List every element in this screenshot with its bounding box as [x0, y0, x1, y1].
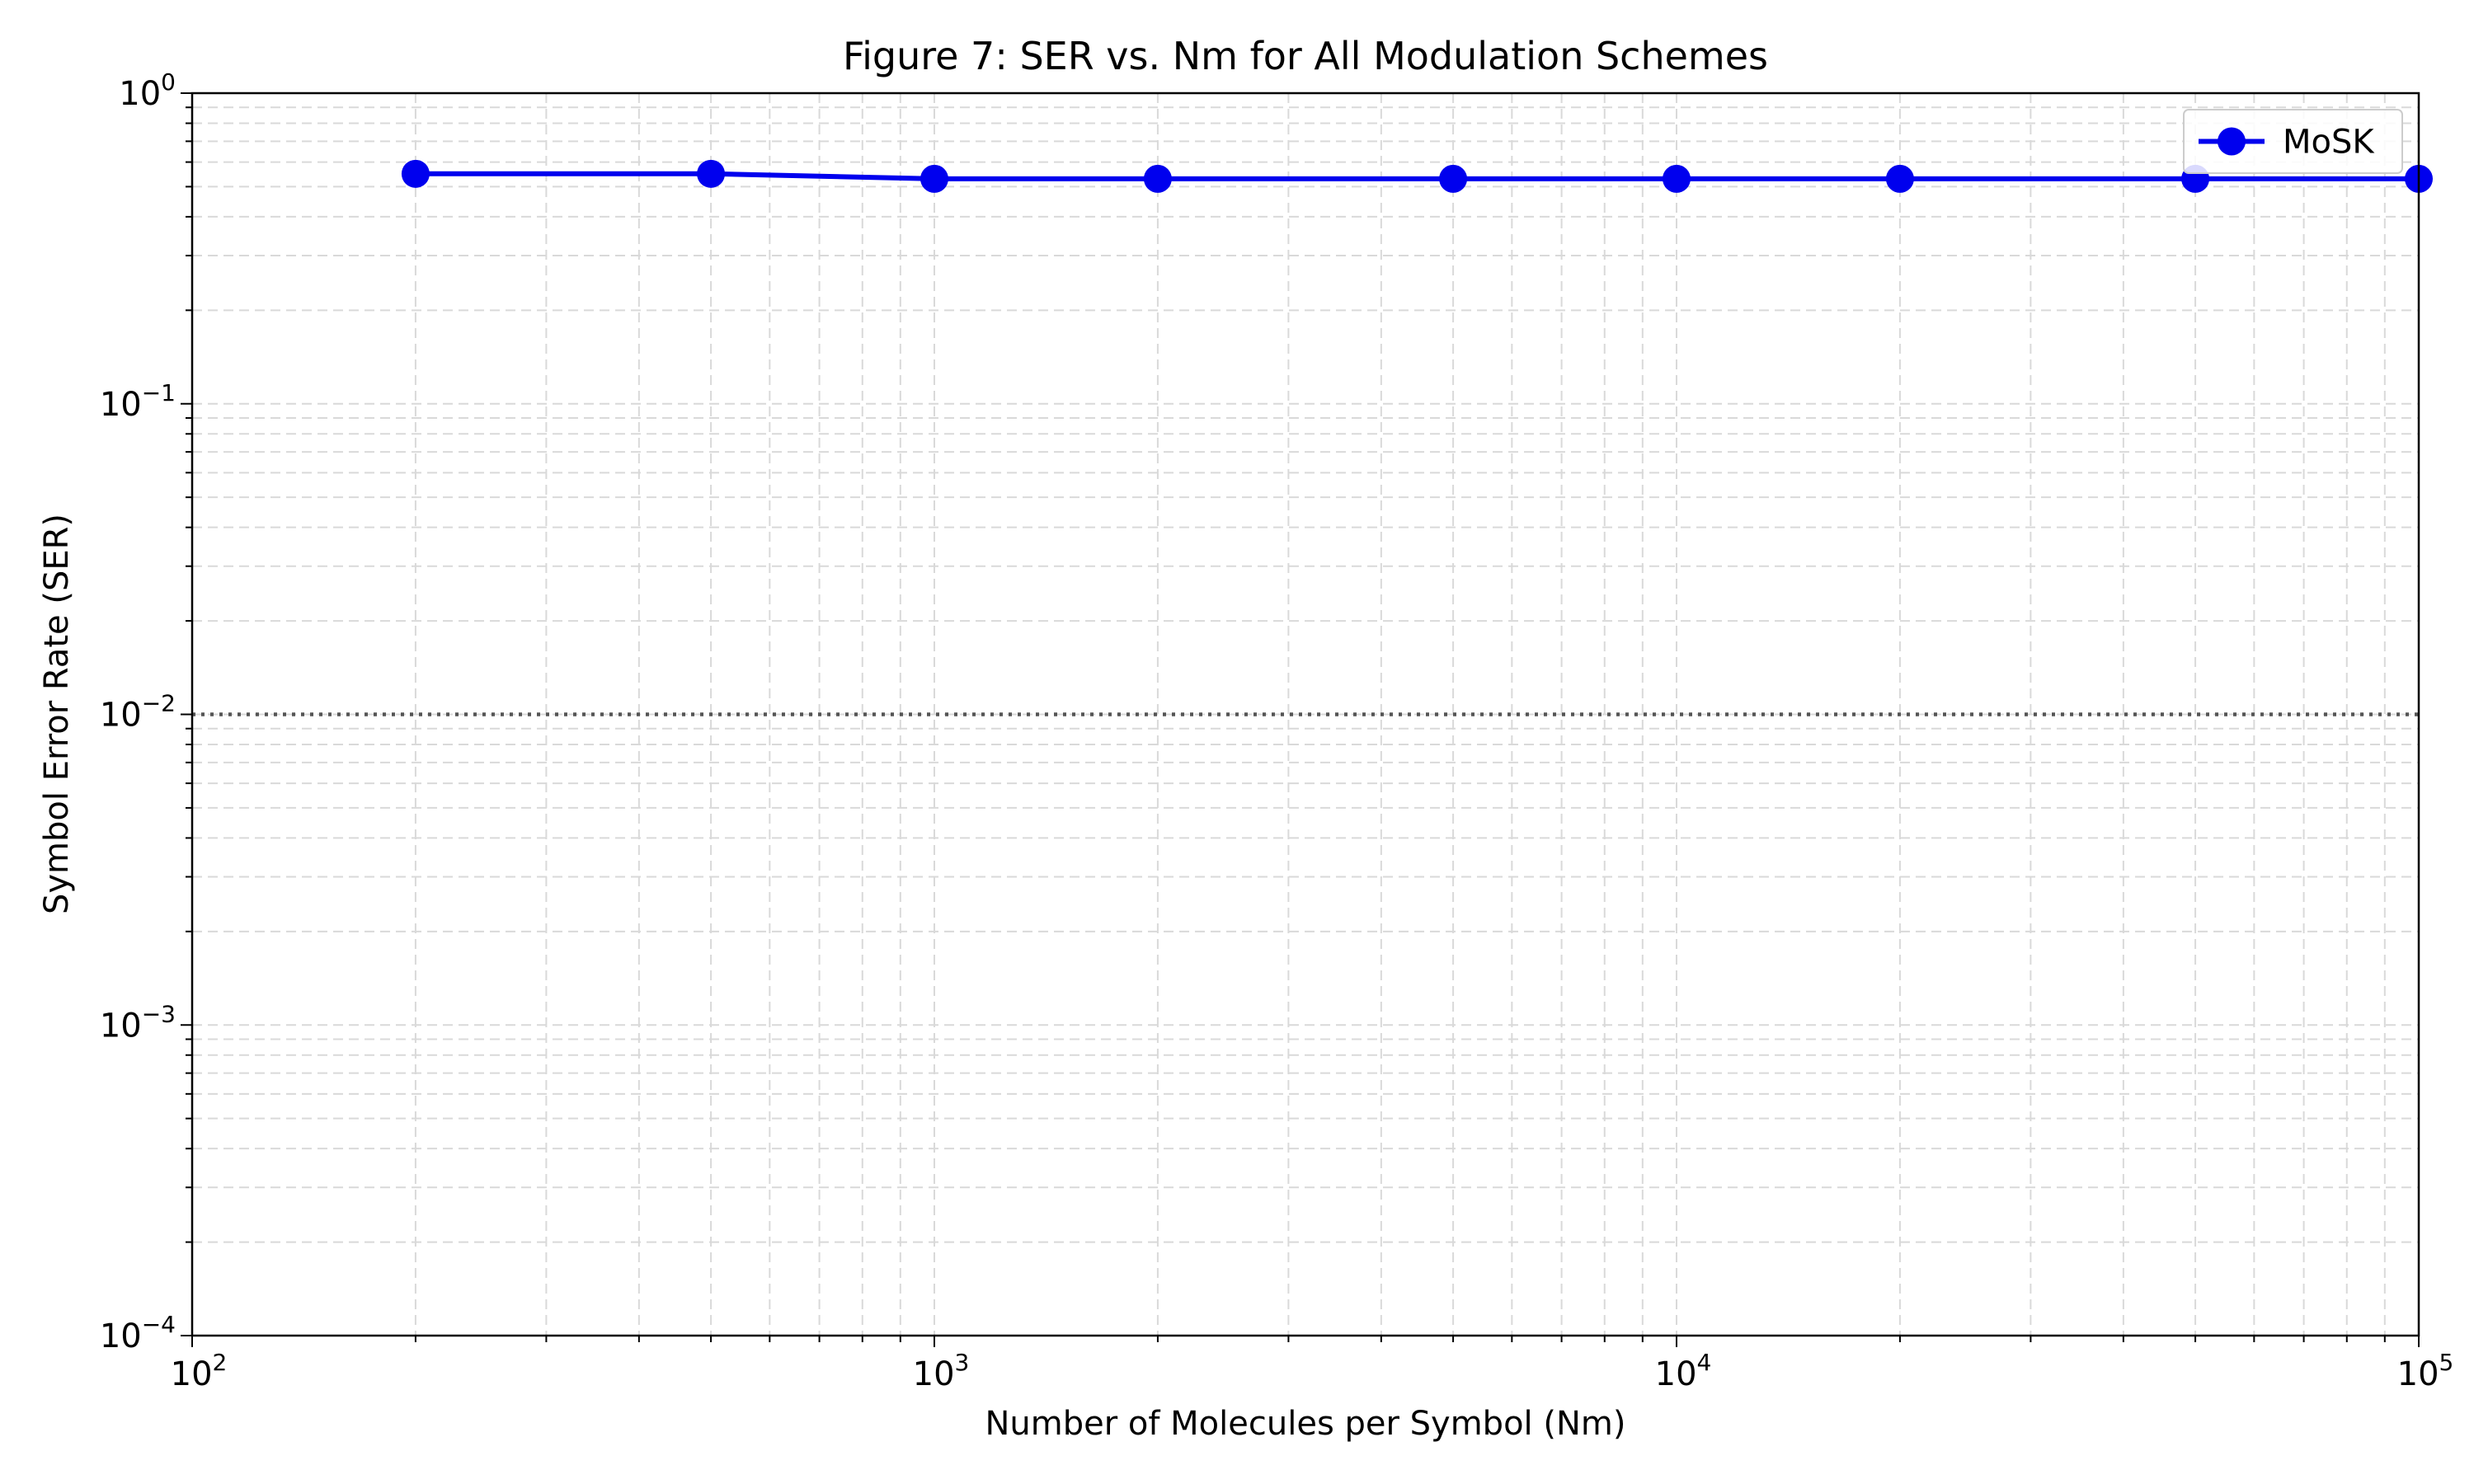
x-tick-label: 104 [1655, 1349, 1712, 1393]
grid [191, 93, 2419, 1336]
y-tick-label: 100 [119, 68, 176, 113]
y-tick-label: 10−2 [100, 690, 176, 735]
x-tick-label: 105 [2397, 1349, 2454, 1393]
x-tick-label: 103 [913, 1349, 970, 1393]
chart-title: Figure 7: SER vs. Nm for All Modulation … [843, 34, 1768, 78]
x-tick-label: 102 [171, 1349, 228, 1393]
y-tick-label: 10−1 [100, 379, 176, 424]
series-layer [401, 159, 2433, 193]
data-point [920, 164, 948, 193]
y-tick-label: 10−4 [100, 1311, 176, 1355]
data-point [1439, 164, 1468, 193]
data-point [1885, 164, 1914, 193]
y-tick-label: 10−3 [100, 1000, 176, 1045]
series-mosk [401, 159, 2433, 193]
x-axis-label: Number of Molecules per Symbol (Nm) [985, 1405, 1626, 1443]
data-point [1663, 164, 1691, 193]
legend-marker [2218, 127, 2246, 156]
legend: MoSK [2183, 109, 2403, 174]
data-point [401, 159, 430, 188]
legend-box [2183, 109, 2403, 174]
data-point [1143, 164, 1172, 193]
data-point [697, 159, 726, 188]
legend-label: MoSK [2283, 124, 2375, 162]
axes: 102 103 104 105 100 10−1 10−2 10−3 10−4 [100, 68, 2454, 1393]
y-axis-label: Symbol Error Rate (SER) [38, 514, 76, 914]
